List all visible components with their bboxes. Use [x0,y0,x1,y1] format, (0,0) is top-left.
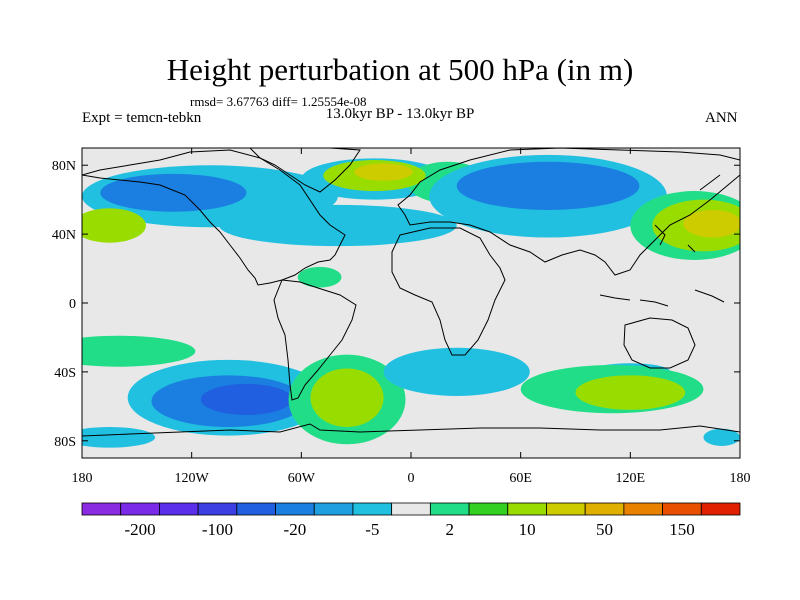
anomaly-region-23 [82,427,156,448]
anomaly-region-5 [100,173,247,212]
coast-south-america [273,279,357,401]
colorbar-label: 50 [596,520,613,539]
colorbar-label: -20 [284,520,307,539]
page-title: Height perturbation at 500 hPa (in m) [166,52,634,87]
experiment-label: Expt = temcn-tebkn [82,110,202,126]
x-tick-label: 120W [175,471,210,486]
x-tick-label: 120E [616,471,646,486]
colorbar-label: 10 [519,520,536,539]
anomaly-region-9 [456,161,640,210]
colorbar-box [584,502,625,516]
colorbar-box [662,502,702,516]
coastlines [82,148,740,437]
x-tick-label: 180 [72,471,93,486]
x-tick-label: 60W [288,471,316,486]
y-tick-label: 80S [54,435,76,450]
coast-north-america [82,149,346,286]
anomaly-region-19 [383,347,530,396]
y-tick-label: 0 [69,297,76,312]
colorbar-box [429,502,470,516]
colorbar-box [313,502,354,516]
anomaly-region-7 [82,208,146,243]
axis-ticks: 80N 40N 0 40S 80S 180 120W 60W 0 60E 120E 180 [52,148,751,486]
colorbar-box [236,502,276,516]
anomaly-region-25 [297,266,342,288]
colorbar-box [700,502,741,516]
x-tick-label: 180 [730,471,751,486]
colorbar-box [120,502,160,516]
coast-greenland [249,148,361,193]
x-tick-label: 0 [408,471,415,486]
anomaly-region-16 [200,383,293,415]
colorbar-label: 2 [445,520,454,539]
coast-antarctica [82,423,740,437]
anomaly-region-22 [575,375,686,410]
colorbar: -200 -100 -20 -5 2 10 50 150 [81,502,741,539]
y-tick-label: 40N [52,228,76,243]
coast-eurasia [397,148,740,276]
anomaly-fields [82,154,740,448]
colorbar-box [507,502,547,516]
season-label: ANN [705,110,738,126]
colorbar-box [81,502,122,516]
anomaly-region-12 [683,210,740,238]
colorbar-box [468,502,509,516]
anomaly-region-3 [354,163,413,181]
colorbar-box [275,502,315,516]
y-tick-label: 40S [54,366,76,381]
coast-australia [623,317,696,369]
colorbar-box [352,502,393,516]
colorbar-label: -100 [202,520,233,539]
colorbar-label: -5 [365,520,379,539]
colorbar-box [546,502,586,516]
colorbar-box [623,502,663,516]
y-tick-label: 80N [52,159,76,174]
anomaly-region-24 [703,428,740,446]
subtitle: 13.0kyr BP - 13.0kyr BP [325,106,475,122]
x-tick-label: 60E [509,471,532,486]
colorbar-label: -200 [124,520,155,539]
colorbar-box [197,502,238,516]
anomaly-region-13 [82,335,196,367]
stats-text: rmsd= 3.67763 diff= 1.25554e-08 [190,94,367,109]
coast-africa [391,227,506,356]
anomaly-region-18 [310,368,384,427]
coast-islands [599,174,725,307]
colorbar-box [159,502,199,516]
anomaly-region-6 [219,204,457,247]
colorbar-box [391,502,431,516]
colorbar-label: 150 [669,520,695,539]
